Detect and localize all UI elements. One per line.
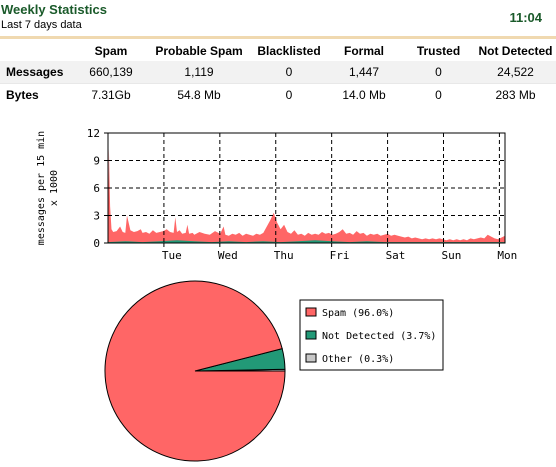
pie-legend (299, 299, 444, 371)
pie-slice-spam (104, 280, 286, 462)
table-cell: 1,119 (146, 61, 252, 84)
stats-table: Spam Probable Spam Blacklisted Formal Tr… (0, 40, 556, 106)
chart-x-tick-label: Sun (441, 249, 461, 262)
page-title: Weekly Statistics (1, 2, 107, 17)
table-cell: 7.31Gb (76, 83, 146, 106)
table-row-messages: Messages 660,139 1,119 0 1,447 0 24,522 (0, 61, 556, 84)
weekly-traffic-chart: 0 3 6 9 12 Tue Wed Thu Fri Sat Sun Mon messages pe… (36, 127, 517, 262)
legend-label-not_detected: Not Detected (3.7%) (322, 331, 436, 342)
stats-corner (0, 40, 76, 61)
chart-grid (108, 133, 505, 243)
chart-y-tick-label: 9 (93, 155, 100, 168)
table-cell: 14.0 Mb (326, 83, 402, 106)
pie-legend-items: Spam (96.0%) Not Detected (3.7%) Other (0.… (305, 307, 436, 365)
table-cell: 24,522 (475, 61, 556, 84)
stats-header-row: Spam Probable Spam Blacklisted Formal Tr… (0, 40, 556, 61)
legend-swatch-other (305, 353, 317, 363)
row-label-bytes: Bytes (0, 83, 76, 106)
chart-y-axis-label: messages per 15 min (36, 131, 47, 245)
legend-swatch-spam (305, 307, 317, 317)
col-header-blacklisted: Blacklisted (257, 43, 321, 58)
table-cell: 1,447 (326, 61, 402, 84)
chart-x-tick-label: Tue (162, 249, 182, 262)
chart-x-ticks: Tue Wed Thu Fri Sat Sun Mon (162, 243, 517, 262)
chart-series-group (108, 148, 505, 243)
col-header-not-detected: Not Detected (478, 43, 553, 58)
col-header-probable-spam: Probable Spam (155, 43, 243, 58)
table-row-bytes: Bytes 7.31Gb 54.8 Mb 0 14.0 Mb 0 283 Mb (0, 83, 556, 106)
chart-y-axis-unit: x 1000 (49, 170, 60, 206)
chart-x-tick-label: Wed (218, 249, 238, 262)
table-cell: 0 (402, 83, 475, 106)
col-header-formal: Formal (343, 43, 384, 58)
page-subtitle: Last 7 days data (1, 19, 82, 31)
chart-x-tick-label: Mon (497, 249, 517, 262)
chart-x-tick-label: Sat (386, 249, 406, 262)
table-cell: 283 Mb (475, 83, 556, 106)
page-header: Weekly Statistics Last 7 days data 11:04 (0, 0, 556, 39)
chart-y-tick-label: 6 (93, 182, 100, 195)
chart-y-tick-label: 3 (93, 210, 100, 223)
table-cell: 0 (402, 61, 475, 84)
chart-y-tick-label: 12 (87, 127, 100, 140)
chart-series-area-not_detected (108, 240, 505, 243)
table-cell: 0 (252, 61, 326, 84)
pie-slices (104, 280, 286, 462)
col-header-spam: Spam (94, 43, 128, 58)
legend-label-other: Other (0.3%) (322, 354, 394, 365)
legend-swatch-not_detected (305, 330, 317, 340)
col-header-trusted: Trusted (416, 43, 461, 58)
chart-x-tick-label: Fri (330, 249, 350, 262)
chart-y-ticks: 0 3 6 9 12 (87, 127, 108, 250)
legend-label-spam: Spam (96.0%) (322, 308, 394, 319)
row-label-messages: Messages (0, 61, 76, 84)
table-cell: 660,139 (76, 61, 146, 84)
chart-x-tick-label: Thu (274, 249, 294, 262)
traffic-pie-chart: Spam (96.0%) Not Detected (3.7%) Other (0.… (104, 280, 444, 462)
chart-series-area-spam (108, 148, 505, 243)
header-divider (0, 36, 556, 39)
table-cell: 54.8 Mb (146, 83, 252, 106)
chart-y-tick-label: 0 (93, 237, 100, 250)
clock-time: 11:04 (509, 10, 542, 25)
table-cell: 0 (252, 83, 326, 106)
